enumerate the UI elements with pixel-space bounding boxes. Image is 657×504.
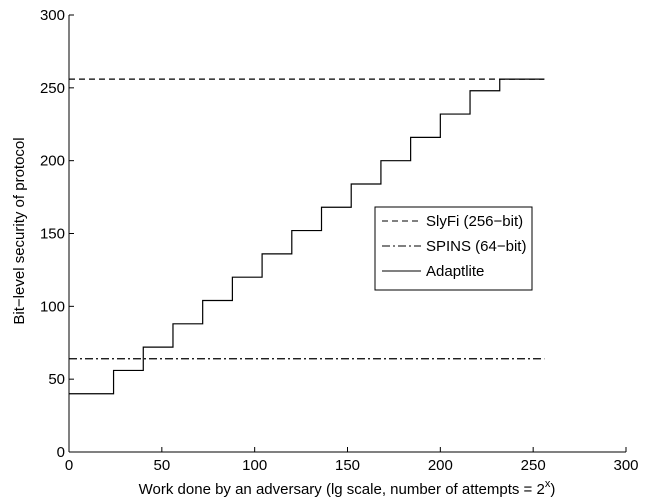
y-tick-label: 0 [57, 444, 65, 461]
series-lines [69, 78, 545, 395]
x-tick-label: 150 [335, 457, 360, 474]
legend-label-slyfi: SlyFi (256−bit) [426, 213, 523, 230]
x-tick-label: 250 [521, 457, 546, 474]
y-axis-label: Bit−level security of protocol [11, 137, 28, 324]
x-tick-label: 0 [65, 457, 73, 474]
x-axis-label-close: ) [550, 481, 555, 498]
axes [68, 15, 626, 453]
series-line-2 [69, 78, 545, 395]
y-tick-label: 100 [40, 298, 65, 315]
x-ticks: 0 50 100 150 200 250 300 [65, 447, 639, 474]
y-tick-label: 200 [40, 153, 65, 170]
legend: SlyFi (256−bit) SPINS (64−bit) Adaptlite [374, 206, 533, 291]
x-tick-label: 50 [153, 457, 170, 474]
y-tick-label: 50 [48, 371, 65, 388]
x-axis-label-sup: x [545, 478, 551, 490]
legend-label-adaptlite: Adaptlite [426, 263, 484, 280]
x-tick-label: 200 [428, 457, 453, 474]
y-tick-label: 250 [40, 80, 65, 97]
x-axis-label-main: Work done by an adversary (lg scale, num… [139, 481, 545, 498]
y-tick-label: 300 [40, 7, 65, 24]
y-ticks: 0 50 100 150 200 250 300 [40, 7, 74, 461]
y-tick-label: 150 [40, 226, 65, 243]
legend-box [374, 206, 533, 291]
x-tick-label: 100 [242, 457, 267, 474]
x-axis-label: Work done by an adversary (lg scale, num… [139, 478, 556, 498]
legend-label-spins: SPINS (64−bit) [426, 238, 526, 255]
x-tick-label: 300 [613, 457, 638, 474]
